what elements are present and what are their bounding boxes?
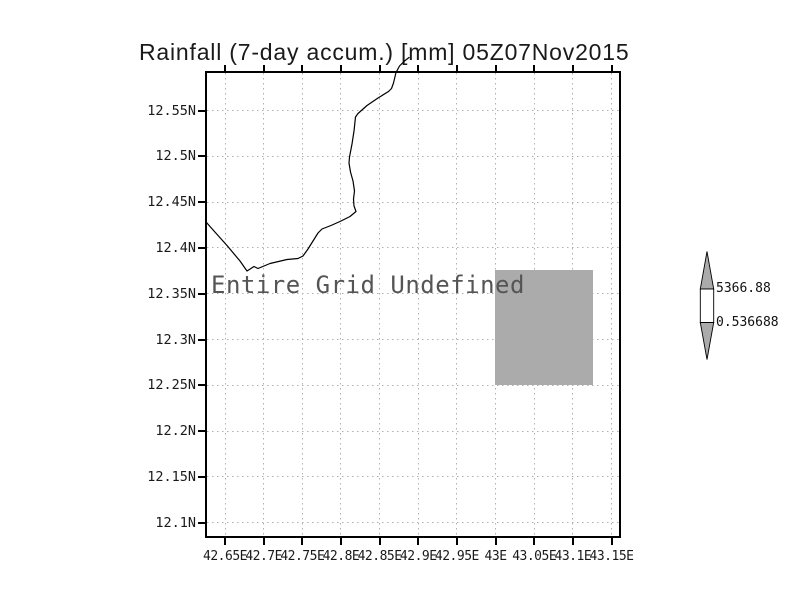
x-gridline [456,73,458,536]
y-tick-label: 12.25N [147,377,196,394]
x-gridline [340,73,342,536]
y-gridline [207,155,619,157]
y-axis-tick [198,521,206,524]
y-axis-tick [198,338,206,341]
y-tick-label: 12.15N [147,468,196,485]
y-axis-tick [198,246,206,249]
colorbar-max-label: 5366.88 [716,281,771,296]
y-tick-label: 12.55N [147,102,196,119]
y-tick-label: 12.45N [147,194,196,211]
y-gridline [207,201,619,203]
x-tick-label: 43E [484,549,507,564]
x-gridline [263,73,265,536]
x-axis-tick [262,537,265,545]
x-tick-label: 42.7E [245,549,282,564]
x-tick-label: 43.05E [512,549,557,564]
colorbar-bottom-arrow-icon [699,322,715,360]
y-gridline [207,384,619,386]
x-axis-top-tick [571,65,574,71]
y-gridline [207,522,619,524]
y-gridline [207,247,619,249]
x-axis-top-tick [339,65,342,71]
x-gridline [379,73,381,536]
x-tick-label: 42.8E [322,549,360,564]
y-gridline [207,430,619,432]
x-axis-top-tick [494,65,497,71]
x-gridline [301,73,303,536]
x-axis-tick [571,537,574,545]
x-axis-tick [417,537,420,545]
y-axis-tick [198,384,206,387]
x-axis-tick [610,537,613,545]
x-tick-label: 42.95E [434,549,479,564]
x-axis-tick [301,537,304,545]
x-gridline [611,73,612,536]
colorbar-min-label: 0.536688 [716,315,779,330]
x-axis-top-tick [610,65,613,71]
x-axis-top-tick [378,65,381,71]
y-gridline [207,110,619,111]
x-tick-label: 42.85E [357,549,402,564]
undefined-message: Entire Grid Undefined [211,271,525,299]
x-axis-tick [378,537,381,545]
x-axis-tick [494,537,497,545]
y-tick-label: 12.4N [155,239,196,256]
y-tick-label: 12.5N [155,148,196,165]
x-tick-label: 42.9E [399,549,437,564]
y-tick-label: 12.1N [155,514,196,531]
x-axis-top-tick [533,65,536,71]
y-tick-label: 12.3N [155,331,196,348]
y-axis-tick [198,155,206,158]
x-axis-tick [339,537,342,545]
y-gridline [207,293,619,295]
x-axis-top-tick [224,65,226,71]
y-axis-tick [198,109,206,112]
x-axis-tick [533,537,536,545]
x-tick-label: 42.65E [203,549,247,564]
y-axis-tick [198,475,206,478]
undefined-region [495,270,593,385]
y-tick-label: 12.35N [147,285,196,302]
colorbar-body [699,288,715,323]
x-tick-label: 42.75E [280,549,325,564]
y-axis-tick [198,201,206,204]
x-axis-tick [224,537,226,545]
colorbar-top-arrow-icon [699,251,715,290]
y-gridline [207,476,619,478]
x-axis-top-tick [301,65,304,71]
plot-frame [205,71,621,538]
y-tick-label: 12.2N [155,423,196,440]
y-axis-tick [198,292,206,295]
x-tick-label: 43.15E [589,549,634,564]
x-axis-top-tick [262,65,265,71]
x-gridline [417,73,419,536]
colorbar [699,251,715,360]
y-axis-tick [198,430,206,433]
y-gridline [207,339,619,340]
x-axis-top-tick [455,65,458,71]
x-gridline [224,73,226,536]
gridline-layer [207,73,619,536]
x-axis-top-tick [417,65,420,71]
x-tick-label: 43.1E [554,549,592,564]
x-axis-tick [455,537,458,545]
